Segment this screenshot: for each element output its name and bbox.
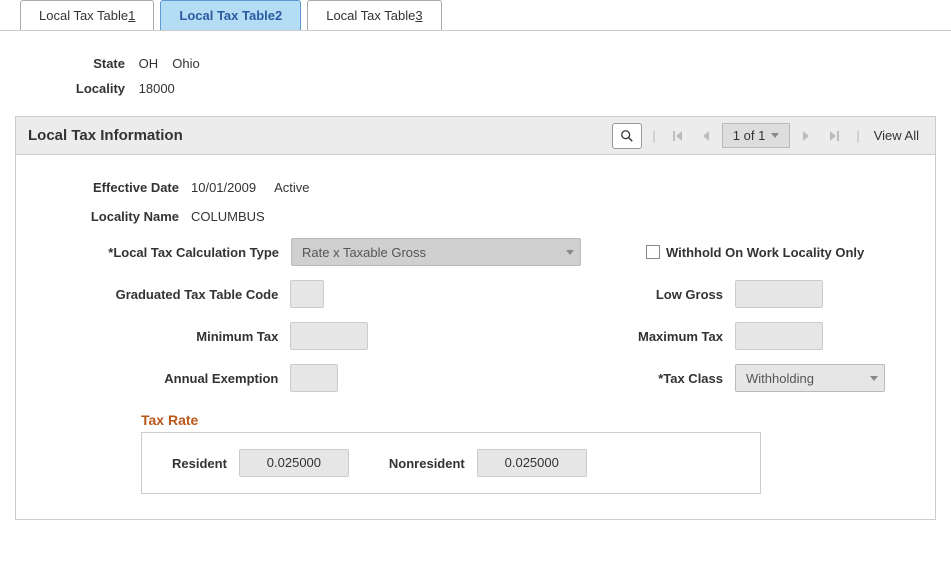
tab2-label-pre: Local Tax Table <box>179 8 275 23</box>
tab2-label-suf: 2 <box>275 8 282 23</box>
locality-label: Locality <box>55 81 125 96</box>
annual-exemption-label: Annual Exemption <box>46 371 290 386</box>
annual-exemption-input[interactable] <box>290 364 338 392</box>
grid-title: Local Tax Information <box>28 127 183 144</box>
low-gross-label: Low Gross <box>590 287 735 302</box>
prev-row-button[interactable] <box>694 124 718 148</box>
resident-input[interactable]: 0.025000 <box>239 449 349 477</box>
nonresident-input[interactable]: 0.025000 <box>477 449 587 477</box>
min-tax-input[interactable] <box>290 322 368 350</box>
nav-separator-2: | <box>856 128 859 143</box>
first-icon <box>672 130 684 142</box>
find-button[interactable] <box>612 123 642 149</box>
calc-type-select[interactable]: Rate x Taxable Gross <box>291 238 581 266</box>
min-tax-label: Minimum Tax <box>46 329 290 344</box>
calc-type-label: *Local Tax Calculation Type <box>46 245 291 260</box>
next-icon <box>801 130 811 142</box>
locality-name-value: COLUMBUS <box>191 209 265 224</box>
page-indicator-text: 1 of 1 <box>733 128 766 143</box>
next-row-button[interactable] <box>794 124 818 148</box>
header-info: State OH Ohio Locality 18000 <box>0 31 951 116</box>
effective-date-value: 10/01/2009 <box>191 180 256 195</box>
tax-class-value: Withholding <box>746 371 814 386</box>
grid-nav: | 1 of 1 <box>612 123 923 149</box>
tab1-label-pre: Local Tax Table <box>39 8 128 23</box>
max-tax-label: Maximum Tax <box>590 329 735 344</box>
chevron-down-icon <box>771 133 779 138</box>
tax-class-label: *Tax Class <box>590 371 735 386</box>
max-tax-input[interactable] <box>735 322 823 350</box>
search-icon <box>620 129 634 143</box>
first-row-button[interactable] <box>666 124 690 148</box>
chevron-down-icon <box>870 376 878 381</box>
locality-name-label: Locality Name <box>0 209 191 224</box>
prev-icon <box>701 130 711 142</box>
grid-header: Local Tax Information | <box>16 117 935 155</box>
tab-local-tax-table-3[interactable]: Local Tax Table3 <box>307 0 441 30</box>
low-gross-input[interactable] <box>735 280 823 308</box>
resident-label: Resident <box>172 456 227 471</box>
tax-class-select[interactable]: Withholding <box>735 364 885 392</box>
locality-code: 18000 <box>139 81 175 96</box>
nonresident-label: Nonresident <box>389 456 465 471</box>
withhold-checkbox[interactable] <box>646 245 660 259</box>
tab-local-tax-table-2[interactable]: Local Tax Table2 <box>160 0 301 30</box>
grad-table-label: Graduated Tax Table Code <box>46 287 290 302</box>
tax-rate-title: Tax Rate <box>141 412 905 428</box>
last-row-button[interactable] <box>822 124 846 148</box>
tab3-label-suf: 3 <box>415 8 422 23</box>
state-label: State <box>55 56 125 71</box>
nav-separator: | <box>652 128 655 143</box>
effective-date-label: Effective Date <box>0 180 191 195</box>
grid-body: Effective Date 10/01/2009 Active Localit… <box>16 155 935 519</box>
last-icon <box>828 130 840 142</box>
status-value: Active <box>274 180 309 195</box>
tab-bar: Local Tax Table1 Local Tax Table2 Local … <box>0 0 951 31</box>
grad-table-input[interactable] <box>290 280 324 308</box>
state-name: Ohio <box>172 56 199 71</box>
view-all-link[interactable]: View All <box>874 128 919 143</box>
tab1-label-suf: 1 <box>128 8 135 23</box>
tax-rate-section: Tax Rate Resident 0.025000 Nonresident 0… <box>141 412 905 494</box>
local-tax-info-section: Local Tax Information | <box>15 116 936 520</box>
tax-rate-box: Resident 0.025000 Nonresident 0.025000 <box>141 432 761 494</box>
page-indicator[interactable]: 1 of 1 <box>722 123 791 148</box>
chevron-down-icon <box>566 250 574 255</box>
calc-type-value: Rate x Taxable Gross <box>302 245 426 260</box>
state-code: OH <box>139 56 169 71</box>
tab3-label-pre: Local Tax Table <box>326 8 415 23</box>
tab-local-tax-table-1[interactable]: Local Tax Table1 <box>20 0 154 30</box>
withhold-label: Withhold On Work Locality Only <box>666 245 864 260</box>
